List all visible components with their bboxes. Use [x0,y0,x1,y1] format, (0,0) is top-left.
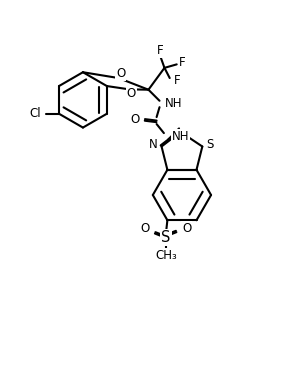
Text: NH: NH [172,130,190,143]
Text: O: O [116,67,125,80]
Text: O: O [126,87,136,100]
Text: Cl: Cl [30,107,41,120]
Text: S: S [161,230,171,245]
Text: NH: NH [165,97,182,110]
Text: CH₃: CH₃ [155,249,177,262]
Text: F: F [174,74,180,87]
Text: O: O [182,221,191,234]
Text: F: F [157,44,163,57]
Text: N: N [149,138,158,151]
Text: O: O [130,113,139,125]
Text: F: F [179,56,185,69]
Text: O: O [140,221,150,234]
Text: S: S [206,138,213,151]
